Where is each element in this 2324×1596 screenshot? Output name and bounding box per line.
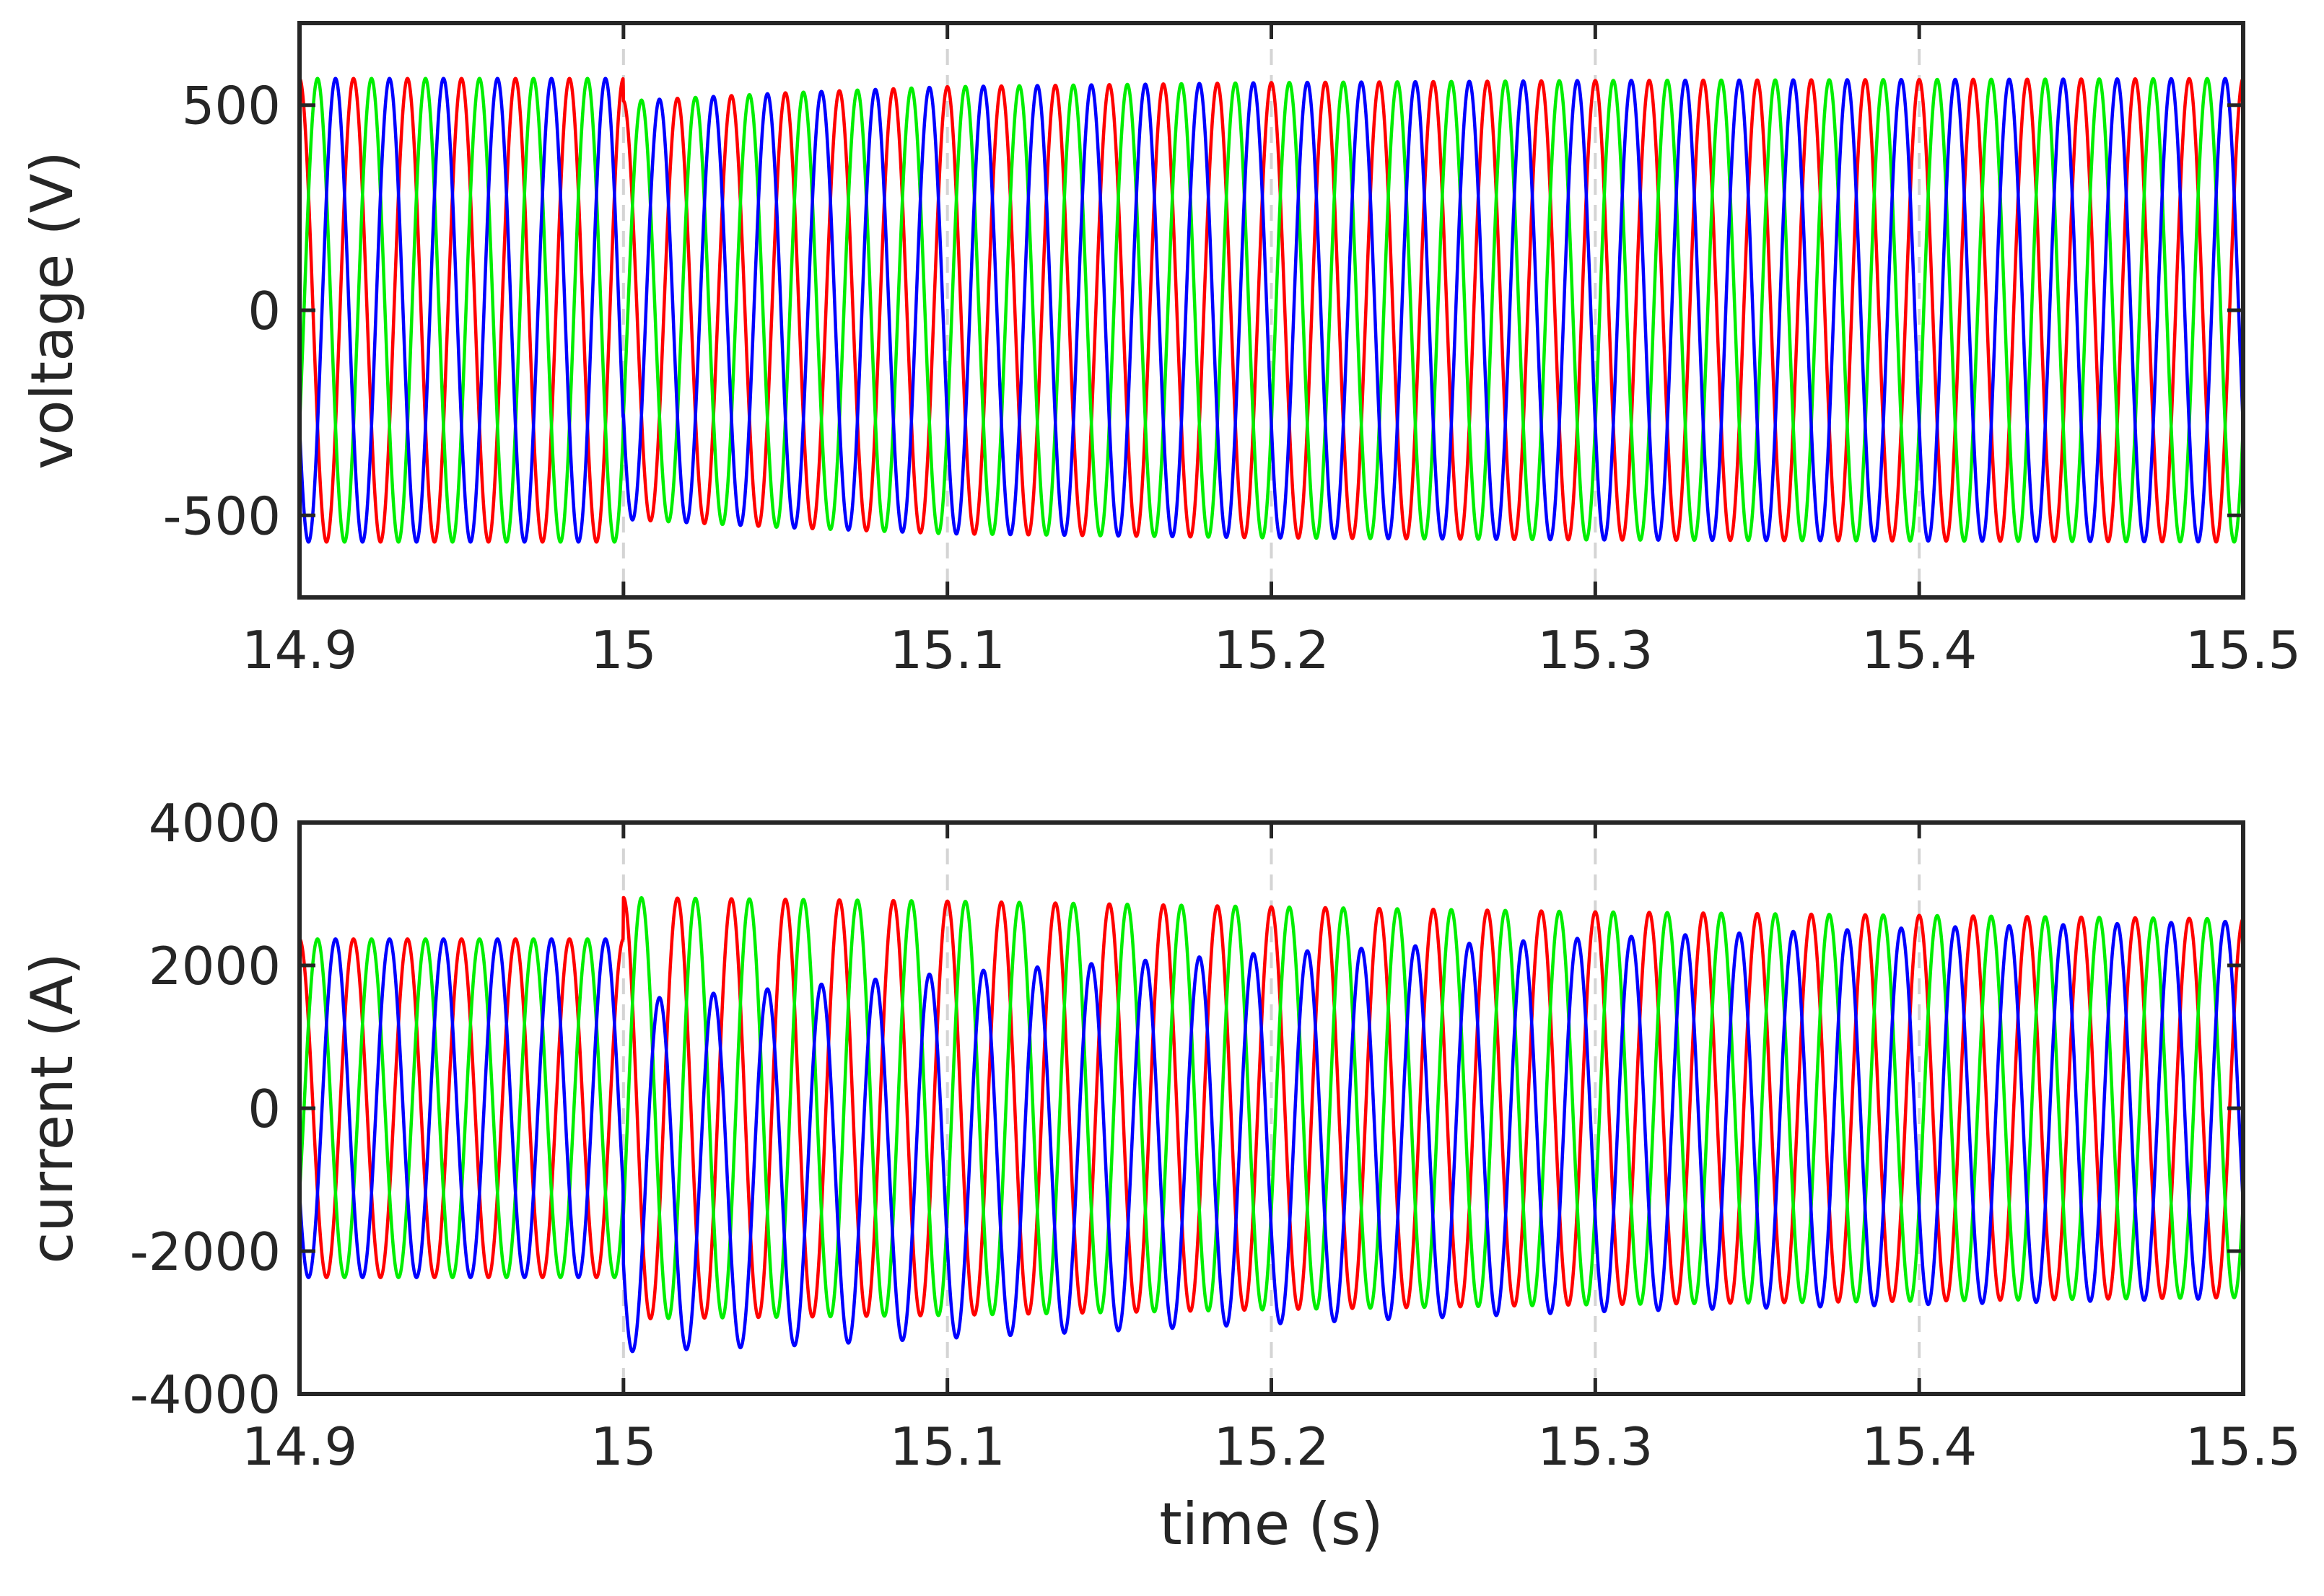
x-tick-label: 15 bbox=[590, 1416, 657, 1477]
series-line-2 bbox=[300, 76, 2243, 544]
y-tick-label: -500 bbox=[163, 486, 281, 546]
voltage-panel: 14.9 15 15.1 15.2 15.3 15.4 15.5 -500 0 500 voltag… bbox=[19, 21, 2301, 680]
x-tick-label: 15.5 bbox=[2185, 620, 2301, 680]
x-tick-label: 15.3 bbox=[1537, 620, 1653, 680]
series-line-0 bbox=[300, 76, 2243, 544]
x-tick-label: 15.4 bbox=[1861, 620, 1977, 680]
y-tick-label: 500 bbox=[182, 76, 281, 136]
x-tick-label: 15.2 bbox=[1213, 620, 1329, 680]
y-tick-label: 0 bbox=[248, 1079, 281, 1139]
axes-frame bbox=[297, 21, 2245, 600]
axes-frame bbox=[297, 820, 2245, 1396]
y-axis-label: voltage (V) bbox=[19, 151, 86, 469]
series-line-0 bbox=[300, 895, 2243, 1320]
current-panel: 14.9 15 15.1 15.2 15.3 15.4 15.5 -4000 -2000 0 200… bbox=[19, 793, 2301, 1558]
traces bbox=[300, 76, 2243, 544]
y-tick-label: -2000 bbox=[130, 1222, 281, 1282]
y-tick-label: 2000 bbox=[149, 936, 281, 996]
y-tick-label: 0 bbox=[248, 281, 281, 341]
x-tick-label: 15.3 bbox=[1537, 1416, 1653, 1477]
x-tick-label: 15.1 bbox=[890, 620, 1005, 680]
x-tick-label: 15.1 bbox=[890, 1416, 1005, 1477]
x-tick-label: 15.5 bbox=[2185, 1416, 2301, 1477]
y-tick-label: 4000 bbox=[149, 793, 281, 854]
x-tick-label: 15.4 bbox=[1861, 1416, 1977, 1477]
x-tick-label: 15.2 bbox=[1213, 1416, 1329, 1477]
x-tick-label: 14.9 bbox=[242, 620, 357, 680]
y-tick-label: -4000 bbox=[130, 1364, 281, 1425]
traces bbox=[300, 895, 2243, 1354]
series-line-2 bbox=[300, 919, 2243, 1354]
x-tick-label: 14.9 bbox=[242, 1416, 357, 1477]
x-axis-label: time (s) bbox=[1159, 1491, 1383, 1558]
x-tick-label: 15 bbox=[590, 620, 657, 680]
y-axis-label: current (A) bbox=[19, 952, 86, 1263]
